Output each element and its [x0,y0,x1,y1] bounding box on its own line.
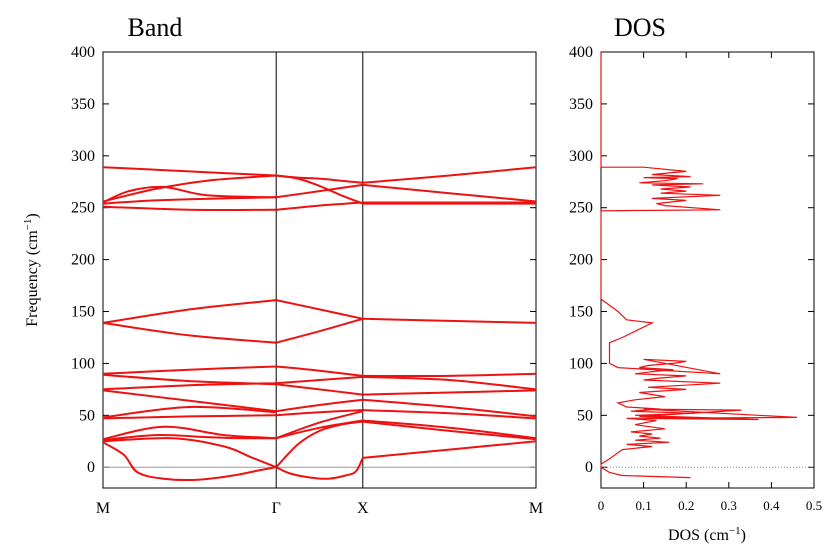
band-branch-line [362,317,537,324]
dos-title: DOS [614,13,666,42]
band-branch-line [275,299,364,320]
dos-plot-frame [600,51,815,489]
band-branch-line [276,365,363,377]
band-branch-line [276,409,363,417]
dos-x-tick-label: 0.4 [763,498,780,513]
band-branch-line [275,317,364,344]
band-plot-frame [102,51,537,489]
band-branch-line [275,457,364,480]
band-y-tick-label: 400 [71,44,95,61]
band-branch-line [362,166,537,184]
dos-y-tick-label: 250 [569,200,593,217]
band-branch-line [102,382,277,391]
band-branch-line [276,375,363,385]
dos-x-tick-label: 0.5 [806,498,822,513]
dos-y-tick-label: 50 [577,407,593,424]
band-x-tick-label: X [357,500,369,517]
band-branch-line [102,205,277,212]
band-y-axis-label: Frequency (cm−1) [22,213,41,326]
dos-x-ticks: 0 0.1 0.2 0.3 0.4 0.5 [598,52,822,513]
band-branch-line [102,365,277,375]
dos-x-tick-label: 0 [598,498,605,513]
band-branch-line [102,299,277,324]
band-branch-line [102,389,277,413]
band-branch-line [276,183,363,199]
dos-y-tick-label: 200 [569,252,593,269]
band-y-tick-label: 0 [87,459,95,476]
band-branch-line [275,410,364,440]
band-branch-line [102,437,277,469]
band-branch-line [102,185,277,204]
band-title: Band [128,13,183,42]
dos-x-tick-label: 0.1 [635,498,651,513]
band-branch-line [102,321,277,344]
band-branch-line [276,383,363,396]
band-y-tick-label: 200 [71,252,95,269]
dos-y-tick-label: 100 [569,355,593,372]
dos-y-tick-label: 300 [569,148,593,165]
band-branch-line [276,398,363,413]
band-branch-line [362,183,537,203]
band-branch-line [276,174,364,205]
band-branch-line [102,441,277,481]
band-x-tick-label: Γ [272,500,281,517]
band-y-tick-label: 250 [71,200,95,217]
dos-y-ticks: 0 50 100 150 200 250 300 350 400 [569,44,814,476]
dos-x-tick-label: 0.3 [721,498,737,513]
band-branch-line [102,174,277,203]
dos-y-tick-label: 350 [569,96,593,113]
band-branch-line [102,433,277,442]
band-y-tick-label: 350 [71,96,95,113]
band-lines [102,166,537,481]
band-branch-line [362,440,537,459]
band-branch-line [362,409,537,420]
band-branch-line [102,414,277,420]
dos-x-axis-label: DOS (cm−1) [668,525,746,544]
dos-curve [600,52,798,479]
band-y-tick-label: 100 [71,355,95,372]
band-panel: Band 0 50 100 150 200 250 300 350 400 M Γ X M Frequ… [22,13,543,517]
band-branch-line [102,405,277,419]
band-branch-line [362,389,537,396]
band-branch-line [275,420,363,468]
band-x-tick-label: M [96,500,110,517]
band-branch-line [102,196,277,205]
dos-y-tick-label: 150 [569,304,593,321]
dos-lines [600,52,798,479]
band-branch-line [362,420,537,441]
dos-y-tick-label: 400 [569,44,593,61]
band-branch-line [102,425,277,441]
band-x-tick-label: M [529,500,543,517]
band-y-tick-label: 150 [71,304,95,321]
band-branch-line [362,419,537,440]
band-branch-line [362,372,537,378]
band-branch-line [276,201,363,211]
dos-x-tick-label: 0.2 [678,498,694,513]
band-branch-line [102,166,277,177]
dos-y-tick-label: 0 [585,459,593,476]
band-y-ticks: 0 50 100 150 200 250 300 350 400 [71,44,536,476]
band-y-tick-label: 300 [71,148,95,165]
band-branch-line [362,398,537,418]
band-y-tick-label: 50 [79,407,95,424]
band-branch-line [362,375,537,391]
